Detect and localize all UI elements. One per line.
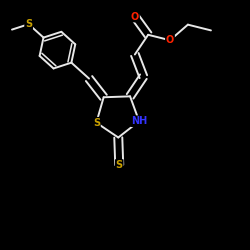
Text: NH: NH [131, 116, 147, 126]
Text: S: S [116, 160, 123, 170]
Text: S: S [93, 118, 100, 128]
Text: O: O [131, 12, 139, 22]
Text: S: S [25, 19, 32, 29]
Text: O: O [166, 35, 174, 45]
